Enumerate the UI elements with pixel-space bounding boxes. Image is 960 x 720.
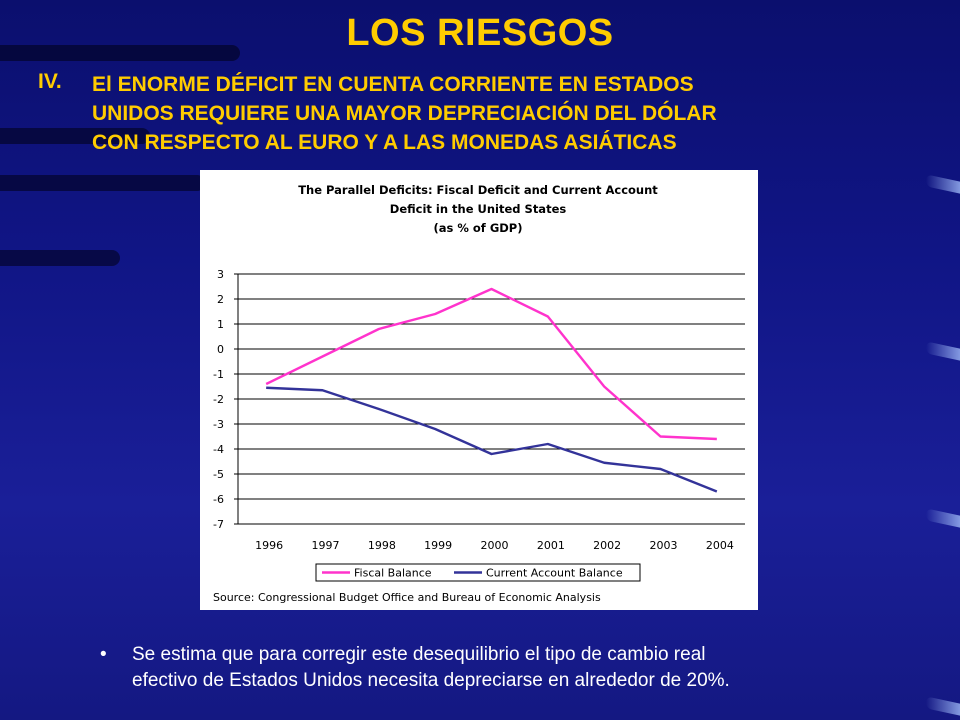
background-streak bbox=[0, 250, 120, 266]
slide-title: LOS RIESGOS bbox=[346, 12, 614, 54]
x-tick-label: 2002 bbox=[593, 539, 621, 552]
legend-label: Fiscal Balance bbox=[354, 567, 432, 580]
y-tick-label: 1 bbox=[217, 318, 224, 331]
chart-title-line: The Parallel Deficits: Fiscal Deficit an… bbox=[298, 183, 658, 197]
edge-decoration bbox=[926, 508, 960, 528]
series-line bbox=[266, 386, 718, 493]
heading-line: UNIDOS REQUIERE UNA MAYOR DEPRECIACIÓN D… bbox=[92, 102, 717, 125]
x-tick-label: 2000 bbox=[481, 539, 509, 552]
x-tick-label: 1996 bbox=[255, 539, 283, 552]
chart-source: Source: Congressional Budget Office and … bbox=[213, 591, 601, 604]
heading-line: El ENORME DÉFICIT EN CUENTA CORRIENTE EN… bbox=[92, 73, 694, 96]
heading-line: CON RESPECTO AL EURO Y A LAS MONEDAS ASI… bbox=[92, 131, 677, 154]
background-streak bbox=[0, 45, 240, 61]
x-axis-ticks: 1996 1997 1998 1999 2000 2001 2002 2003 2004 bbox=[255, 539, 734, 552]
bullet-line: efectivo de Estados Unidos necesita depr… bbox=[132, 670, 730, 691]
chart-title-line: Deficit in the United States bbox=[390, 202, 567, 216]
chart-grid bbox=[237, 273, 745, 525]
legend-label: Current Account Balance bbox=[486, 567, 623, 580]
x-tick-label: 1998 bbox=[368, 539, 396, 552]
background-streak bbox=[0, 175, 205, 191]
y-tick-label: -4 bbox=[213, 443, 224, 456]
y-tick-label: -6 bbox=[213, 493, 224, 506]
chart-title: The Parallel Deficits: Fiscal Deficit an… bbox=[298, 183, 658, 235]
y-axis-ticks: 3 2 1 0 -1 -2 -3 -4 -5 -6 -7 bbox=[213, 268, 238, 531]
background-streak bbox=[0, 128, 150, 144]
series-line bbox=[265, 287, 717, 441]
x-tick-label: 1999 bbox=[424, 539, 452, 552]
chart-panel: The Parallel Deficits: Fiscal Deficit an… bbox=[200, 170, 758, 610]
x-tick-label: 1997 bbox=[312, 539, 340, 552]
y-tick-label: 3 bbox=[217, 268, 224, 281]
chart-source-text: Source: Congressional Budget Office and … bbox=[213, 591, 601, 604]
slide-heading: El ENORME DÉFICIT EN CUENTA CORRIENTE EN… bbox=[92, 70, 922, 157]
heading-number: IV. bbox=[38, 70, 62, 93]
line-chart: The Parallel Deficits: Fiscal Deficit an… bbox=[213, 183, 745, 604]
chart-series bbox=[265, 287, 718, 493]
y-tick-label: 0 bbox=[217, 343, 224, 356]
chart-legend: Fiscal Balance Current Account Balance bbox=[315, 563, 641, 582]
x-tick-label: 2001 bbox=[537, 539, 565, 552]
x-tick-label: 2003 bbox=[650, 539, 678, 552]
edge-decoration bbox=[926, 696, 960, 716]
y-tick-label: -5 bbox=[213, 468, 224, 481]
bullet-dot: • bbox=[100, 644, 107, 665]
y-tick-label: -2 bbox=[213, 393, 224, 406]
x-tick-label: 2004 bbox=[706, 539, 734, 552]
y-tick-label: -7 bbox=[213, 518, 224, 531]
bullet-text: Se estima que para corregir este desequi… bbox=[132, 642, 902, 694]
edge-decoration bbox=[926, 174, 960, 194]
edge-decoration bbox=[926, 341, 960, 361]
y-tick-label: 2 bbox=[217, 293, 224, 306]
y-tick-label: -1 bbox=[213, 368, 224, 381]
y-tick-label: -3 bbox=[213, 418, 224, 431]
bullet-line: Se estima que para corregir este desequi… bbox=[132, 644, 706, 665]
chart-title-line: (as % of GDP) bbox=[434, 221, 523, 235]
